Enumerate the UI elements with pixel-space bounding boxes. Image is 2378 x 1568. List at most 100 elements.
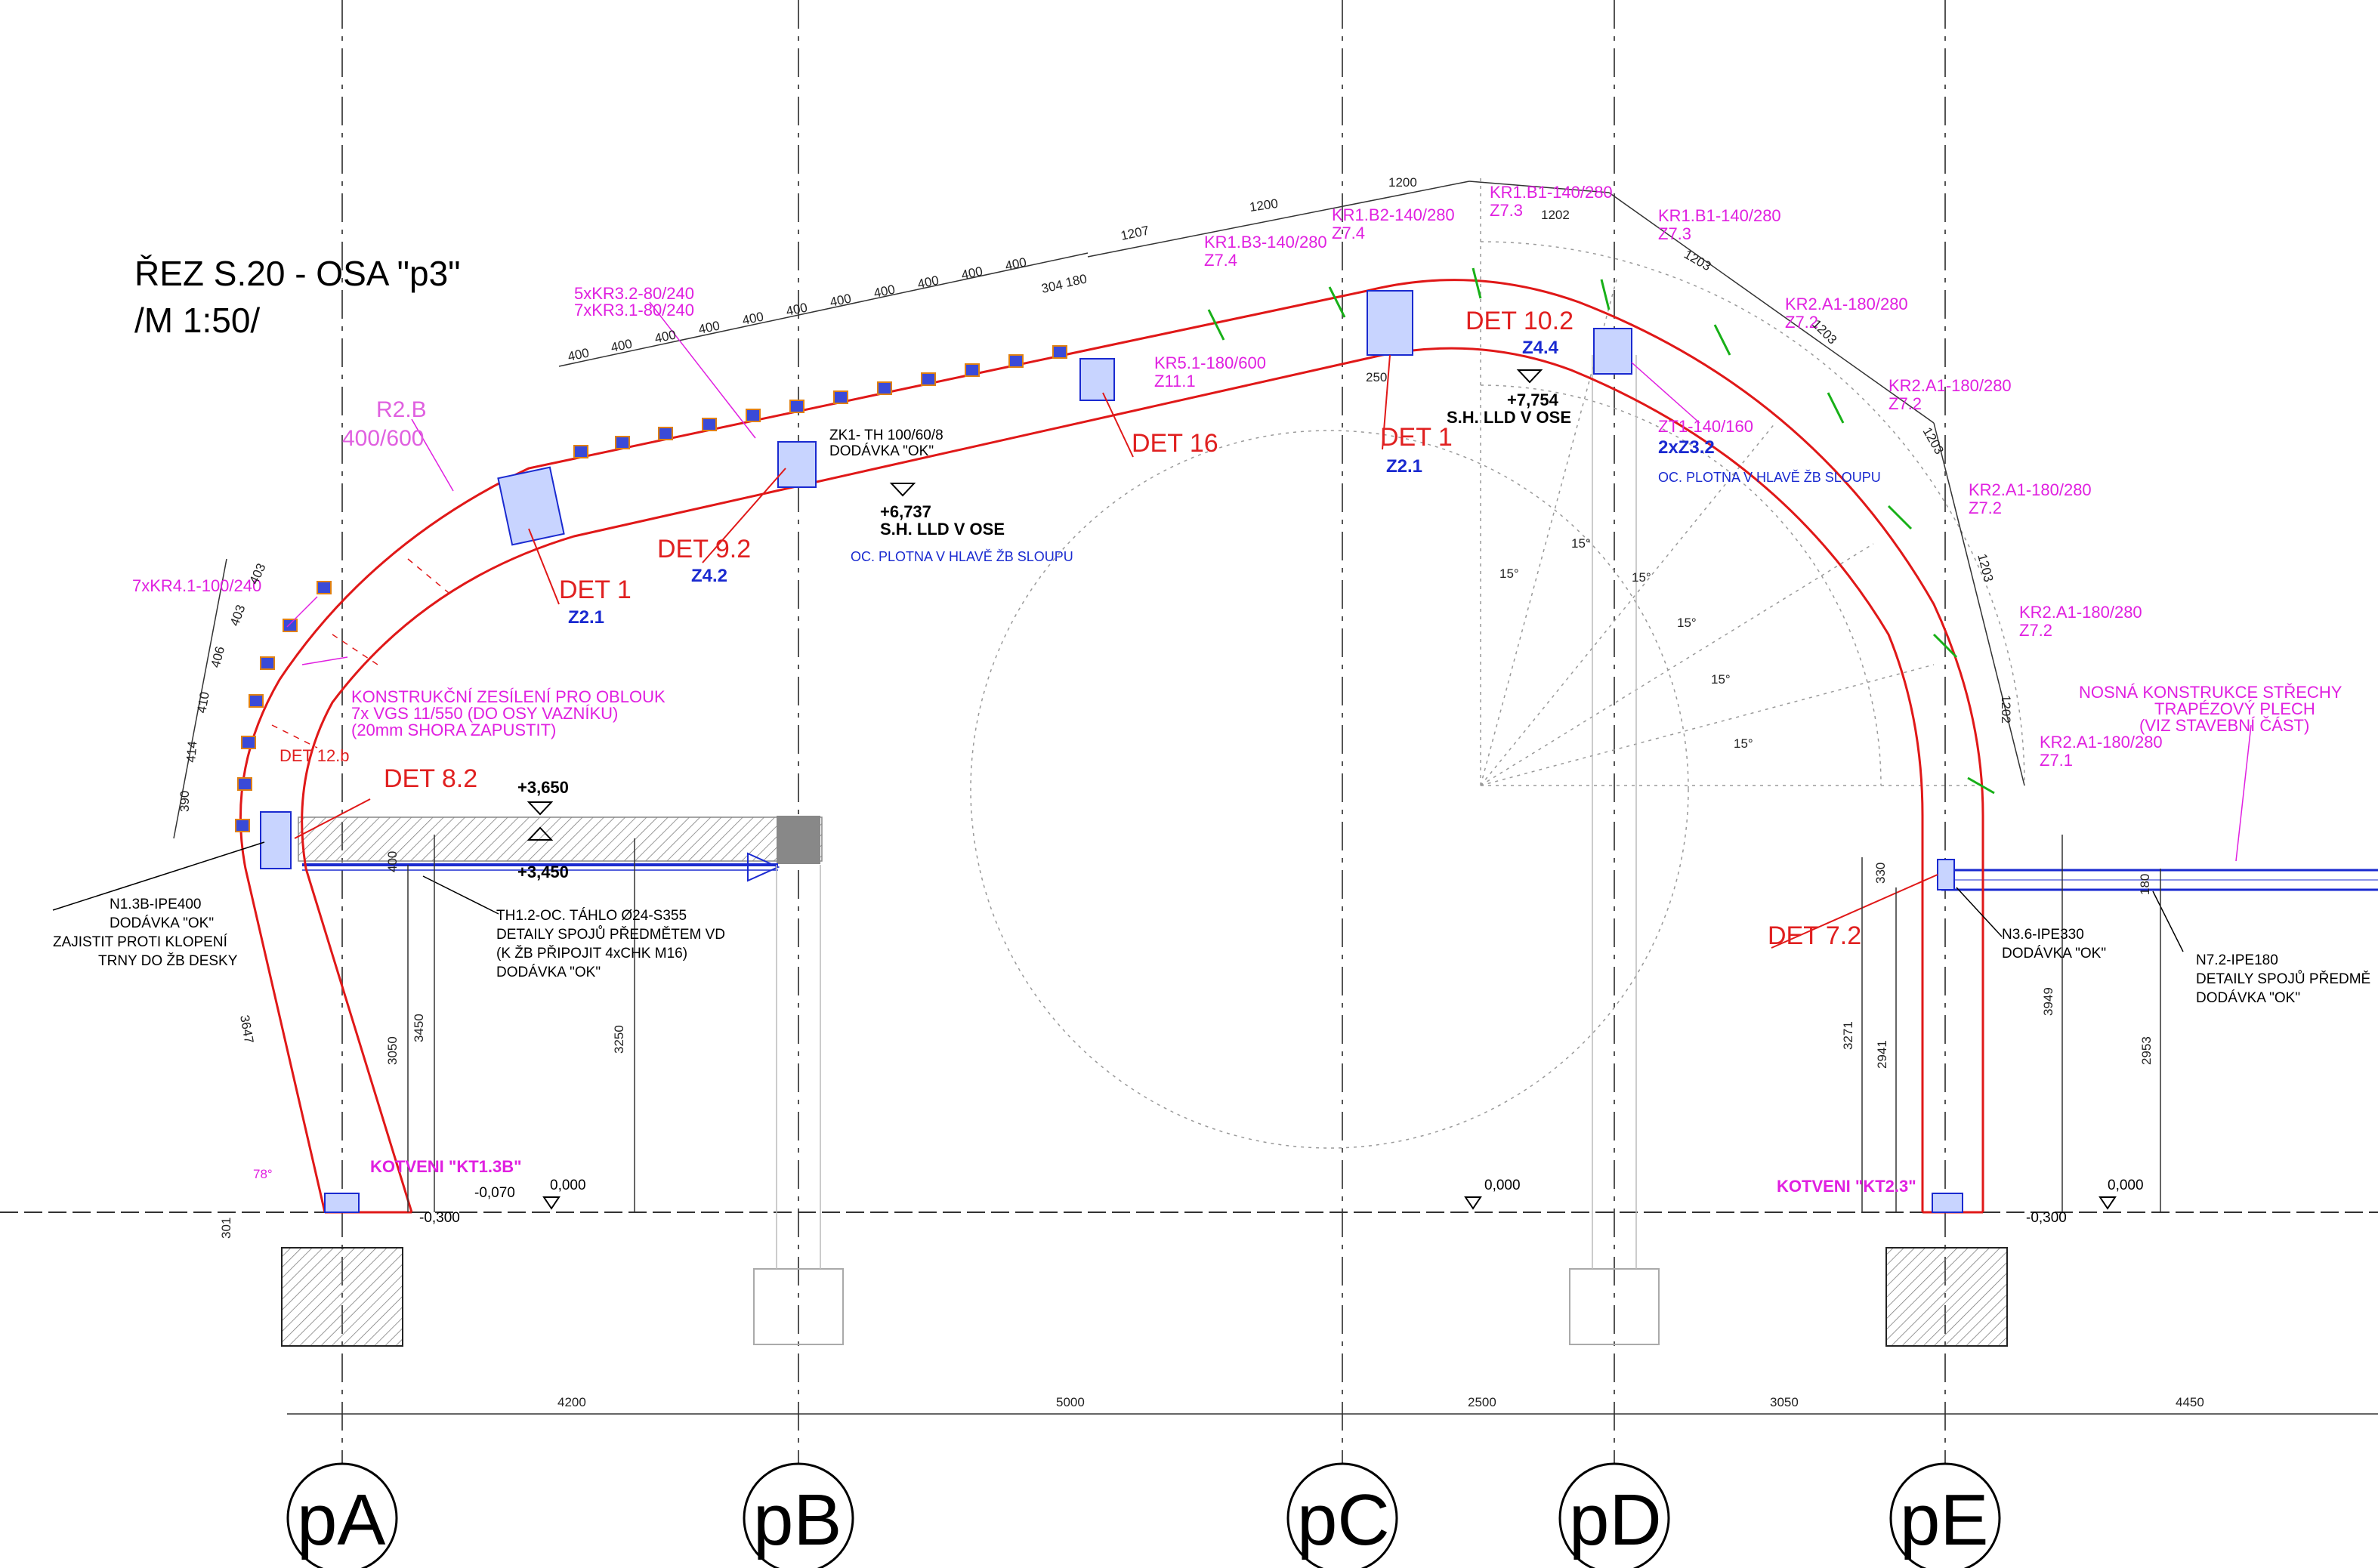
note-zesileni-3: (20mm SHORA ZAPUSTIT) xyxy=(351,721,556,739)
det9-2: DET 9.2 xyxy=(657,535,751,563)
note-z71: Z7.1 xyxy=(2040,751,2073,770)
construction-geometry xyxy=(970,174,2025,1149)
note-nosna-3: (VIZ STAVEBNÍ ČÁST) xyxy=(2139,716,2309,735)
svg-text:400: 400 xyxy=(653,327,678,345)
concrete-slab xyxy=(298,816,823,862)
dim-1200b: 1200 xyxy=(1388,175,1417,190)
dim-3647: 3647 xyxy=(237,1014,256,1045)
svg-text:400: 400 xyxy=(785,300,809,318)
dim-3450: 3450 xyxy=(412,1014,426,1042)
dim-410: 410 xyxy=(194,690,212,714)
dim-pD-pE: 3050 xyxy=(1770,1395,1799,1409)
dim-400v: 400 xyxy=(385,851,400,872)
angle-15-e: 15° xyxy=(1711,672,1731,687)
note-n72-3: DODÁVKA "OK" xyxy=(2196,990,2300,1006)
level-minus300-b: -0,300 xyxy=(2026,1210,2067,1226)
column-lines-gray xyxy=(776,355,1637,1269)
level-3650: +3,650 xyxy=(517,778,569,797)
note-zesileni-1: KONSTRUKČNÍ ZESÍLENÍ PRO OBLOUK xyxy=(351,687,666,706)
note-kr51: KR5.1-180/600 xyxy=(1154,353,1266,372)
drawing-title: ŘEZ S.20 - OSA "p3" xyxy=(134,254,461,293)
note-n13b-1: N1.3B-IPE400 xyxy=(110,897,201,912)
note-z72-1: Z7.2 xyxy=(1785,313,1818,332)
note-zt1: ZT1-140/160 xyxy=(1658,417,1753,436)
green-fasteners xyxy=(1207,267,1995,795)
note-z11: Z11.1 xyxy=(1154,372,1196,390)
note-kr2a1-1: KR2.A1-180/280 xyxy=(1785,295,1908,313)
det9-2-sub: Z4.2 xyxy=(691,566,727,586)
note-kr4: 7xKR4.1-100/240 xyxy=(132,576,261,595)
axis-label-pC: pC xyxy=(1297,1480,1390,1560)
dim-1203b: 1203 xyxy=(1809,316,1839,347)
note-zk1-1: ZK1- TH 100/60/8 xyxy=(829,427,943,443)
note-plotna-right: OC. PLOTNA V HLAVĚ ŽB SLOUPU xyxy=(1658,470,1881,485)
axis-label-pA: pA xyxy=(297,1480,385,1560)
dim-3271: 3271 xyxy=(1841,1021,1855,1050)
dim-304: 304 xyxy=(1040,277,1064,295)
dim-pE-next: 4450 xyxy=(2176,1395,2204,1409)
level-6737-note: S.H. LLD V OSE xyxy=(880,520,1005,539)
foundation-pE xyxy=(1885,1247,2008,1347)
det8-2: DET 8.2 xyxy=(384,764,477,793)
level-minus070: -0,070 xyxy=(474,1185,515,1201)
det10-2: DET 10.2 xyxy=(1465,307,1573,335)
purlin-clips xyxy=(235,345,1067,832)
svg-text:400: 400 xyxy=(741,309,765,327)
foundation-pB xyxy=(753,1268,844,1345)
svg-text:400: 400 xyxy=(610,336,634,354)
axis-bubbles xyxy=(286,1462,2001,1568)
level-zero-c: 0,000 xyxy=(2108,1178,2144,1193)
dim-1202b: 1202 xyxy=(1999,695,2013,724)
svg-text:400: 400 xyxy=(1004,255,1028,273)
dim-180v: 180 xyxy=(2138,874,2152,895)
svg-text:400: 400 xyxy=(960,264,984,282)
note-z73a: Z7.3 xyxy=(1490,201,1523,220)
note-z74b: Z7.4 xyxy=(1332,224,1365,242)
note-kr1b2: KR1.B2-140/280 xyxy=(1332,205,1455,224)
det1-left-sub: Z2.1 xyxy=(568,607,604,628)
det7-2: DET 7.2 xyxy=(1768,921,1861,950)
det12b: DET 12.b xyxy=(279,746,350,765)
note-nosna-2: TRAPÉZOVÝ PLECH xyxy=(2154,699,2315,718)
note-n72-1: N7.2-IPE180 xyxy=(2196,952,2278,968)
level-6737: +6,737 xyxy=(880,502,931,521)
dim-pA-pB: 4200 xyxy=(557,1395,586,1409)
angle-15-f: 15° xyxy=(1734,736,1753,751)
leader-lines xyxy=(286,301,2252,862)
note-kr2a1-3: KR2.A1-180/280 xyxy=(1969,480,2092,499)
dim-1207: 1207 xyxy=(1120,223,1150,242)
note-kr32b: 7xKR3.1-80/240 xyxy=(574,301,694,319)
dim-3050: 3050 xyxy=(385,1036,400,1065)
dim-330: 330 xyxy=(1873,863,1888,884)
level-7754: +7,754 xyxy=(1507,390,1559,409)
red-leaders xyxy=(294,354,1938,949)
note-n13b-3: ZAJISTIT PROTI KLOPENÍ xyxy=(53,934,228,950)
note-z72-2: Z7.2 xyxy=(1889,394,1922,413)
foundation-pD xyxy=(1569,1268,1660,1345)
dim-pC-pD: 2500 xyxy=(1468,1395,1496,1409)
dim-180: 180 xyxy=(1064,271,1089,289)
axis-label-pE: pE xyxy=(1900,1480,1988,1560)
dim-2941: 2941 xyxy=(1875,1040,1889,1069)
note-z72-4: Z7.2 xyxy=(2019,621,2052,640)
svg-text:400: 400 xyxy=(567,345,591,363)
angle-15-c: 15° xyxy=(1632,570,1651,585)
det1-left: DET 1 xyxy=(559,576,632,604)
note-zk1-2: DODÁVKA "OK" xyxy=(829,443,934,459)
level-zero-b: 0,000 xyxy=(1484,1178,1521,1193)
level-markers xyxy=(527,369,2117,1210)
dim-1200a: 1200 xyxy=(1249,196,1279,215)
note-r2b-size: 400/600 xyxy=(342,426,424,451)
dim-1202a: 1202 xyxy=(1541,208,1570,222)
angle-78: 78° xyxy=(253,1167,273,1181)
note-kotveni-e: KOTVENI "KT2.3" xyxy=(1777,1177,1916,1196)
axis-lines xyxy=(341,0,1946,1507)
note-n36-1: N3.6-IPE330 xyxy=(2002,927,2084,943)
dim-1203c: 1203 xyxy=(1920,425,1947,457)
det16: DET 16 xyxy=(1132,429,1218,458)
note-z72-3: Z7.2 xyxy=(1969,498,2002,517)
note-kr2a1-2: KR2.A1-180/280 xyxy=(1889,376,2012,395)
note-z73b: Z7.3 xyxy=(1658,224,1691,243)
dim-2953: 2953 xyxy=(2139,1036,2154,1065)
